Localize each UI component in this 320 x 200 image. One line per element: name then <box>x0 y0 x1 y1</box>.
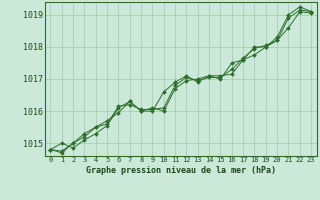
X-axis label: Graphe pression niveau de la mer (hPa): Graphe pression niveau de la mer (hPa) <box>86 166 276 175</box>
